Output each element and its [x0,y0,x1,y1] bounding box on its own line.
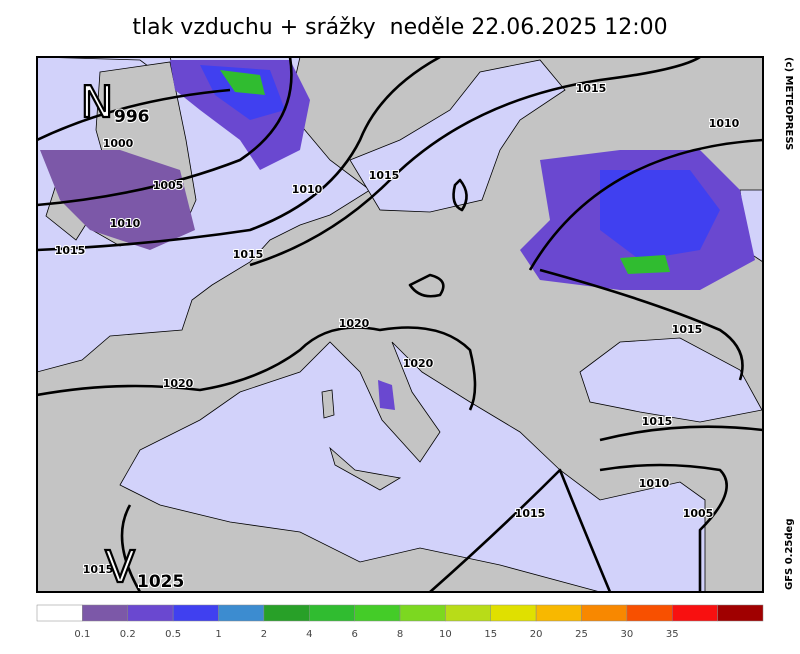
legend-swatch [309,604,355,622]
map-labels: 1015 1010 1000 1005 1010 1015 1010 1015 1015 1020… [54,76,741,594]
isobar-label: 1000 [103,137,134,150]
precip-legend: 0.1 0.2 0.5 1 2 4 6 8 10 15 20 25 30 35 [36,604,764,640]
legend-label: 25 [575,629,588,640]
isobar-label: 1015 [672,323,703,336]
legend-swatch [36,604,83,622]
legend-label: 1 [215,629,221,640]
legend-swatch [354,604,401,622]
isobar-label: 1020 [403,357,434,370]
legend-label: 35 [666,629,679,640]
isobar-label: 1015 [369,169,400,182]
isobars [37,57,763,592]
legend-label: 0.5 [165,629,181,640]
legend-label: 4 [306,629,312,640]
isobar-label: 1020 [163,377,194,390]
legend-swatch [218,604,265,622]
credit: (c) METEOPRESS [783,57,794,150]
legend-label: 10 [439,629,452,640]
center-letter: V [105,542,135,593]
center-value: 1025 [137,572,184,592]
isobar-label: 1010 [110,217,141,230]
legend-label: 15 [484,629,497,640]
isobar-label: 1005 [153,179,184,192]
legend-label: 30 [621,629,634,640]
isobar-label: 1015 [83,563,114,576]
legend-swatch [626,604,673,622]
legend-swatch [172,604,219,622]
isobar-label: 1010 [709,117,740,130]
legend-swatch [672,604,718,622]
legend-label: 0.1 [74,629,90,640]
isobar-label: 1015 [515,507,546,520]
legend-swatch [399,604,446,622]
center-value: 996 [114,107,150,127]
legend-swatch [490,604,537,622]
legend-label: 6 [351,629,357,640]
map [36,56,764,593]
isobar-label: 1015 [576,82,607,95]
legend-swatch [535,604,582,622]
isobar-label: 1015 [55,244,86,257]
legend-label: 20 [530,629,543,640]
legend-swatch [717,604,764,622]
legend-label: 8 [397,629,403,640]
isobar-label: 1015 [233,248,264,261]
legend-swatch [581,604,628,622]
isobar-label: 1010 [292,183,323,196]
isobar-label: 1020 [339,317,370,330]
legend-swatch [445,604,491,622]
map-frame [36,56,764,593]
legend-swatch [82,604,128,622]
legend-swatch [263,604,310,622]
map-title: tlak vzduchu + srážky neděle 22.06.2025 … [132,15,667,40]
center-letter: N [81,77,114,128]
isobar-label: 1015 [642,415,673,428]
isobar-label: 1005 [683,507,714,520]
precipitation [40,60,755,410]
legend-label: 2 [261,629,267,640]
model-label: GFS 0.25deg [784,519,795,591]
legend-swatch [127,604,174,622]
legend-label: 0.2 [120,629,136,640]
isobar-label: 1010 [639,477,670,490]
